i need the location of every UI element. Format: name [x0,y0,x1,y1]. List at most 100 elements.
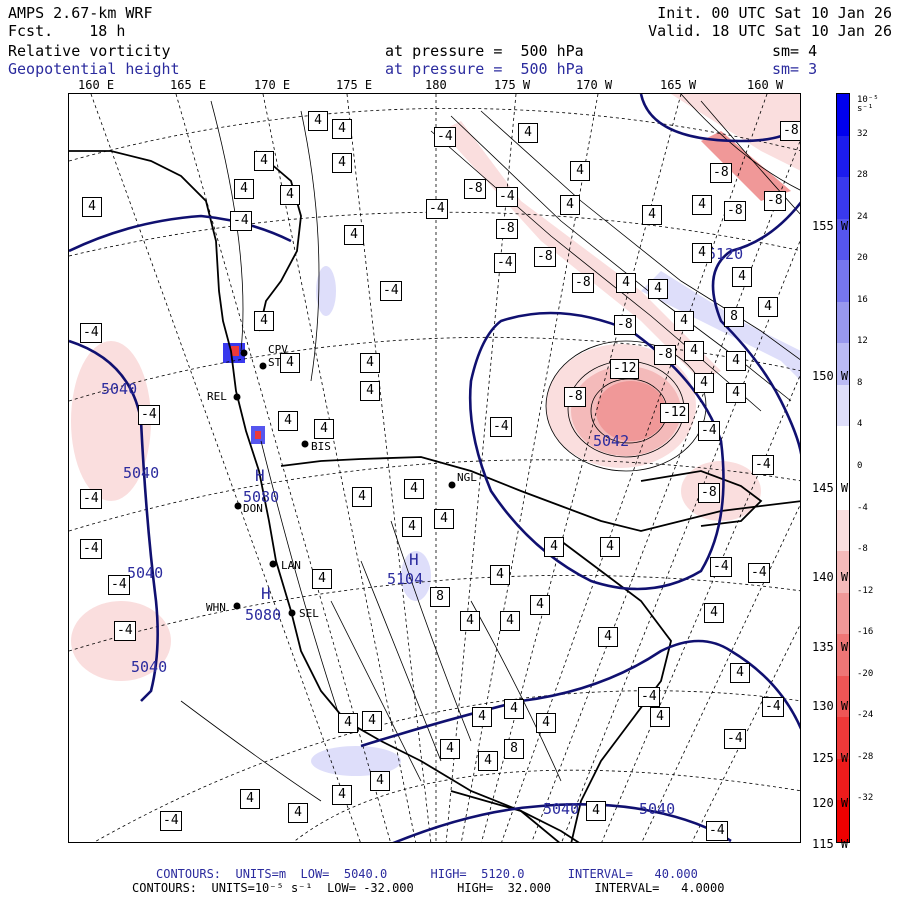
vorticity-contour-label: -4 [762,697,784,717]
height-label: 5120 [707,245,744,263]
station-dot-sel [288,609,296,617]
colorbar-tick-label: 16 [857,294,868,305]
vorticity-contour-label: -4 [724,729,746,749]
height-label: 5080 [245,606,282,624]
vorticity-contour-label: -8 [698,483,720,503]
vorticity-contour-label: 4 [314,419,334,439]
field-2-name: Geopotential height [8,60,180,78]
colorbar-segment [837,218,849,261]
colorbar-segment [837,301,849,344]
vort-neg-band-ne [671,94,800,171]
lat-label-145w: 145 W [812,481,849,495]
colorbar-segment [837,800,849,842]
lat-label-140w: 140 W [812,570,849,584]
height-label: 5040 [101,380,138,398]
field-2-pressure-text: at pressure = [385,60,503,78]
vorticity-contour-label: -4 [160,811,182,831]
graticule [69,94,800,842]
vorticity-contour-label: -4 [698,421,720,441]
vorticity-contour-label: -8 [654,345,676,365]
station-ngl: NGL [457,471,477,484]
station-markers [233,349,456,617]
lon-label-160e: 160 E [78,78,115,92]
vorticity-contour-label: 4 [362,711,382,731]
vorticity-contour-label: 4 [732,267,752,287]
vorticity-contour-label: 4 [240,789,260,809]
colorbar-tick-label: -24 [857,710,874,721]
vort-neg-region-core [596,381,666,441]
vort-neg-west-2 [71,601,171,681]
vorticity-contour-label: -4 [114,621,136,641]
station-dot-ste [259,362,267,370]
vorticity-contour-label: 4 [360,381,380,401]
colorbar-tick-label: 8 [857,377,863,388]
station-whn: WHN [206,601,226,614]
high-marker: H [409,550,419,569]
init-time: Init. 00 UTC Sat 10 Jan 26 [657,4,892,22]
colorbar-tick-label: -28 [857,751,874,762]
vorticity-contour-label: 4 [332,153,352,173]
lon-label-175e: 175 E [336,78,373,92]
vorticity-contour-label: 4 [504,699,524,719]
vort-neg-west-1 [71,341,151,501]
height-label: 5040 [639,800,676,818]
colorbar-tick-label: -4 [857,502,868,513]
vorticity-contour-label: 4 [280,185,300,205]
valid-time: Valid. 18 UTC Sat 10 Jan 26 [648,22,892,40]
vorticity-contour-label: 4 [472,707,492,727]
vorticity-contour-label: -12 [660,403,690,423]
high-marker: H [261,584,271,603]
vorticity-contour-label: -8 [572,273,594,293]
height-label: 5042 [593,432,630,450]
footer-height-contours: CONTOURS: UNITS=m LOW= 5040.0 HIGH= 5120… [156,867,698,881]
vorticity-contour-label: -4 [490,417,512,437]
vorticity-contour-label: 4 [648,279,668,299]
colorbar-segment [837,717,849,759]
colorbar-tick-label: -16 [857,627,874,638]
field-1-pressure-value: 500 hPa [520,42,584,60]
vorticity-contour-label: 4 [694,373,714,393]
colorbar-segment [837,177,849,219]
vorticity-contour-label: 4 [332,119,352,139]
vorticity-contour-label: -4 [138,405,160,425]
vorticity-contour-label: 4 [642,205,662,225]
vorticity-contour-label: -8 [614,315,636,335]
colorbar-segment [837,509,849,552]
vorticity-contour-label: 8 [430,587,450,607]
vorticity-contour-label: -4 [638,687,660,707]
field-2-pressure-value: 500 hPa [520,60,584,78]
colorbar-segment [837,675,849,718]
lon-label-165w: 165 W [660,78,697,92]
station-dot-don [234,502,242,510]
vorticity-contour-label: 4 [370,771,390,791]
colorbar-tick-label: -8 [857,544,868,555]
vorticity-contour-label: 4 [586,801,606,821]
vorticity-contour-label: 4 [434,509,454,529]
field-2-pressure: at pressure = 500 hPa [385,61,584,78]
lat-label-150w: 150 W [812,369,849,383]
colorbar-segment [837,551,849,593]
vorticity-contour-label: 4 [82,197,102,217]
vorticity-contour-label: -8 [710,163,732,183]
vorticity-contour-label: 4 [312,569,332,589]
vorticity-contour-label: 4 [234,179,254,199]
map-panel: CPV STE REL BIS NGL DON LAN WHN SEL 5040… [68,93,801,843]
height-label: 5040 [123,464,160,482]
vort-neg-band-ne-core [701,131,791,201]
station-dot-cpv [240,349,248,357]
vort-neg-east [681,461,761,521]
colorbar-segment [837,592,849,635]
vorticity-contour-label: 4 [616,273,636,293]
vorticity-contour-label: 4 [352,487,372,507]
forecast-hour: 18 h [89,22,126,40]
colorbar-tick-label: 4 [857,419,863,430]
vort-neg-coast-strong-2 [255,431,261,439]
colorbar-tick-label: 0 [857,461,863,471]
vort-neg-coast-strong [231,346,239,356]
lat-label-115w: 115 W [812,837,849,851]
vorticity-contour-label: 4 [332,785,352,805]
colorbar-segment [837,468,849,510]
colorbar-tick-label: 28 [857,170,868,181]
vorticity-contour-label: 4 [254,311,274,331]
vorticity-contour-label: 4 [440,739,460,759]
